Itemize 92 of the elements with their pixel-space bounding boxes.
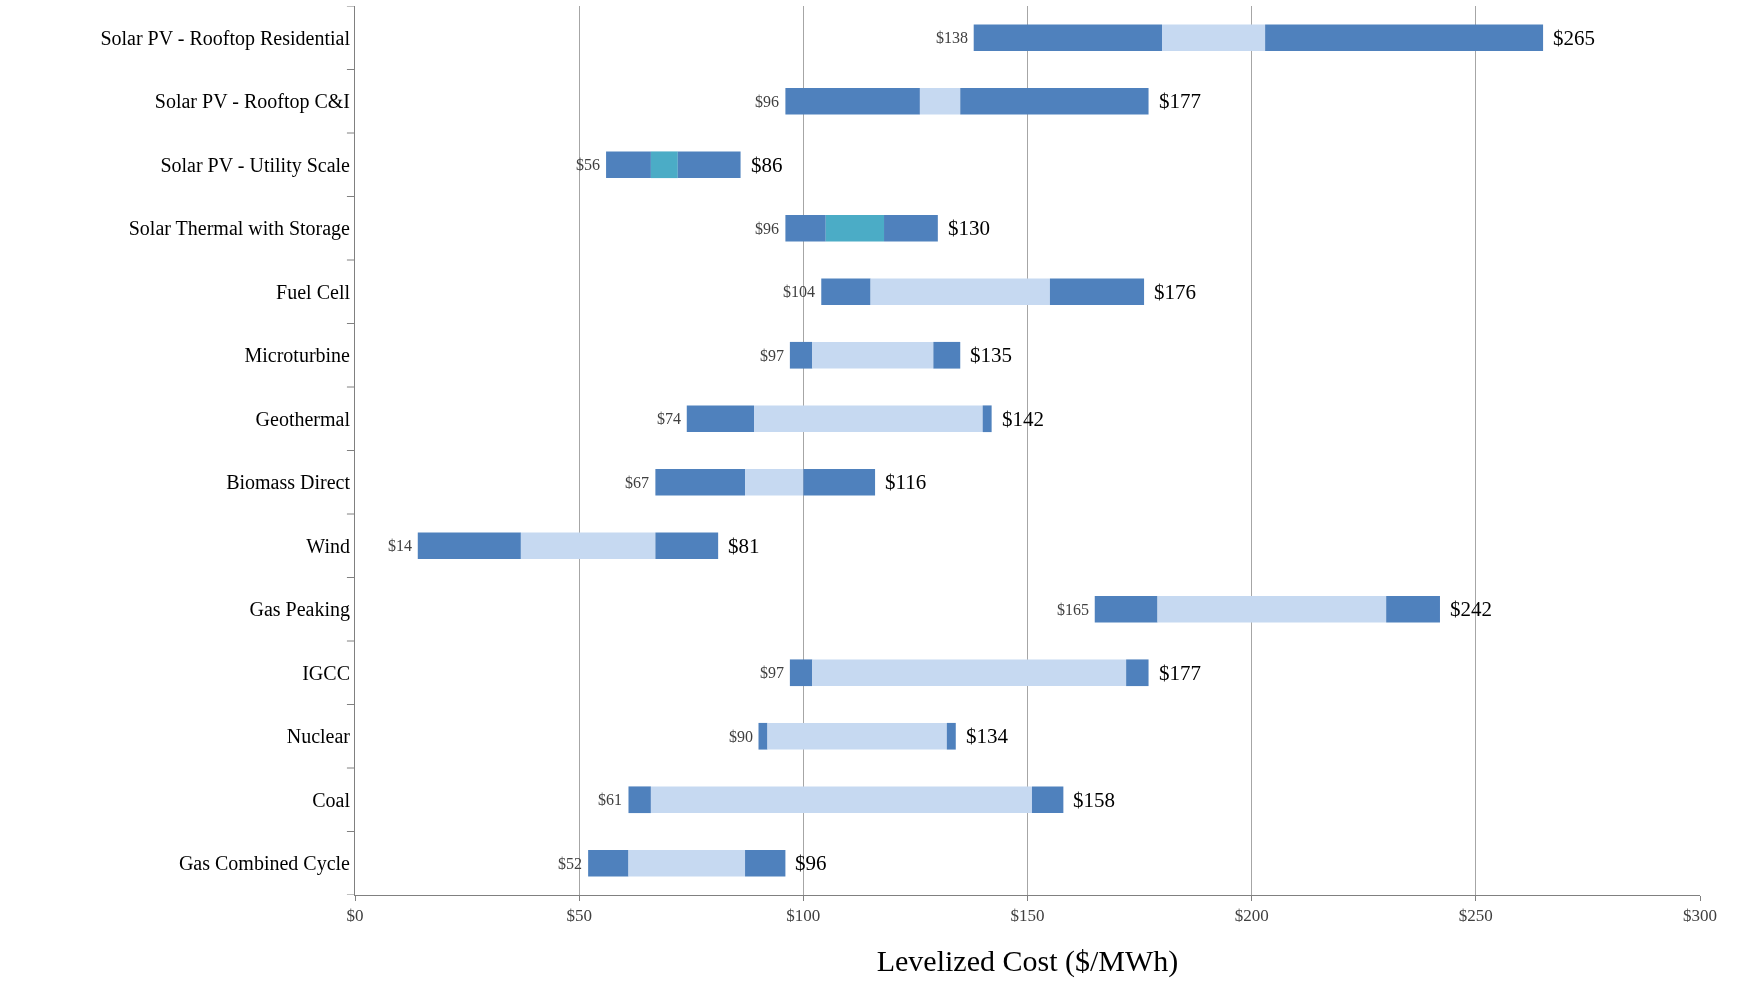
- y-tick-label: Solar PV - Utility Scale: [160, 153, 351, 177]
- y-tick-label: Coal: [312, 788, 351, 811]
- annotation: $90: [729, 728, 753, 745]
- bar: [785, 214, 826, 242]
- annotation: $86: [751, 153, 783, 177]
- bar: [1157, 595, 1387, 623]
- annotation: $142: [1002, 407, 1044, 431]
- x-tick-label: $100: [786, 906, 821, 926]
- y-tick-label: Solar Thermal with Storage: [128, 217, 351, 241]
- x-axis-title: Levelized Cost ($/MWh): [876, 943, 1179, 978]
- annotation: $96: [755, 93, 779, 110]
- annotation: $56: [576, 156, 600, 173]
- annotation: $176: [1154, 280, 1196, 304]
- y-tick-label: IGCC: [302, 661, 350, 684]
- annotation: $158: [1073, 788, 1115, 812]
- annotation: $81: [728, 534, 760, 558]
- x-tick-label: $250: [1458, 906, 1493, 926]
- annotation: $135: [970, 343, 1012, 367]
- annotation: $116: [885, 470, 927, 494]
- bar: [686, 405, 755, 433]
- bar: [919, 87, 961, 115]
- bar: [650, 786, 1032, 814]
- bar: [785, 87, 920, 115]
- bar: [812, 659, 1127, 687]
- bar: [767, 722, 947, 750]
- y-tick-label: Gas Combined Cycle: [178, 852, 351, 876]
- annotation: $177: [1159, 89, 1201, 113]
- x-tick-label: $50: [566, 906, 592, 926]
- annotation: $104: [783, 283, 815, 300]
- x-tick-label: $150: [1010, 906, 1045, 926]
- bar: [1162, 24, 1266, 52]
- annotation: $130: [948, 216, 990, 240]
- y-tick-label: Geothermal: [255, 407, 351, 430]
- bar: [946, 722, 956, 750]
- y-tick-label: Nuclear: [286, 725, 351, 748]
- bar: [933, 341, 961, 369]
- bar: [417, 532, 521, 560]
- annotation: $165: [1057, 601, 1089, 618]
- annotation: $97: [760, 347, 784, 364]
- bar: [588, 849, 629, 877]
- annotation: $14: [388, 537, 412, 554]
- bar: [1265, 24, 1544, 52]
- bar: [1386, 595, 1440, 623]
- bar: [982, 405, 992, 433]
- bar: [812, 341, 934, 369]
- annotation: $265: [1553, 26, 1595, 50]
- annotation: $61: [598, 791, 622, 808]
- annotation: $52: [558, 855, 582, 872]
- y-tick-label: Biomass Direct: [226, 471, 351, 494]
- bar: [803, 468, 876, 496]
- bar: [870, 278, 1050, 306]
- bar: [821, 278, 871, 306]
- x-tick-label: $0: [346, 906, 364, 926]
- x-tick-label: $300: [1683, 906, 1717, 926]
- annotation: $97: [760, 664, 784, 681]
- y-tick-label: Gas Peaking: [249, 598, 350, 622]
- bar: [1049, 278, 1145, 306]
- x-tick-label: $200: [1234, 906, 1269, 926]
- bar: [520, 532, 656, 560]
- annotation: $177: [1159, 661, 1201, 685]
- annotation: $67: [625, 474, 649, 491]
- annotation: $96: [795, 851, 827, 875]
- bar: [789, 341, 813, 369]
- bar: [655, 468, 746, 496]
- bar: [960, 87, 1149, 115]
- y-tick-label: Solar PV - Rooftop C&I: [154, 90, 350, 114]
- bar: [1031, 786, 1064, 814]
- bar: [884, 214, 938, 242]
- bar: [758, 722, 768, 750]
- bar: [628, 849, 746, 877]
- y-tick-label: Wind: [306, 534, 350, 557]
- bar: [745, 468, 804, 496]
- bar: [1126, 659, 1149, 687]
- bar: [825, 214, 885, 242]
- bar: [677, 151, 741, 179]
- annotation: $242: [1450, 597, 1492, 621]
- bar: [628, 786, 651, 814]
- bar: [754, 405, 983, 433]
- annotation: $138: [936, 29, 968, 46]
- y-tick-label: Solar PV - Rooftop Residential: [100, 26, 351, 50]
- y-tick-label: Microturbine: [244, 344, 351, 367]
- annotation: $74: [657, 410, 681, 427]
- annotation: $96: [755, 220, 779, 237]
- y-tick-label: Fuel Cell: [276, 280, 351, 303]
- bar: [973, 24, 1162, 52]
- bar: [655, 532, 719, 560]
- bar: [745, 849, 786, 877]
- bar: [606, 151, 651, 179]
- bar: [650, 151, 678, 179]
- bar: [789, 659, 813, 687]
- annotation: $134: [966, 724, 1009, 748]
- bar: [1094, 595, 1158, 623]
